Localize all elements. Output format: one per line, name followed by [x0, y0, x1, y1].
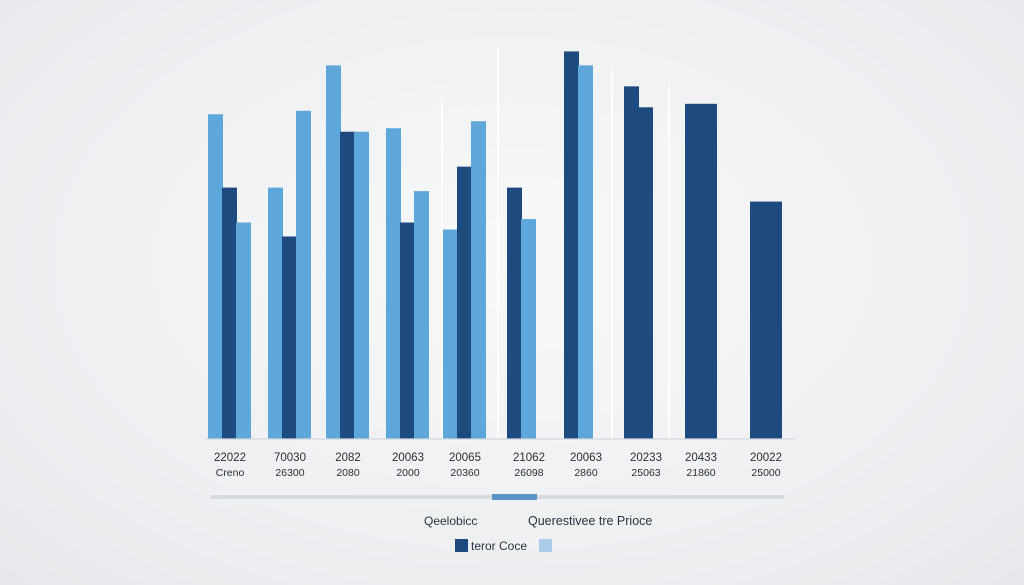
- x-tick-sublabel-5: 26098: [514, 467, 543, 479]
- legend-swatch-dark: [455, 539, 468, 552]
- bar-3-1: [400, 222, 415, 439]
- x-tick-label-2: 2082: [335, 452, 361, 464]
- x-tick-label-3: 20063: [392, 452, 424, 464]
- bar-3-0: [386, 128, 401, 439]
- bar-4-1: [457, 166, 472, 439]
- bar-9-0: [750, 201, 782, 439]
- bars: [208, 51, 782, 440]
- bar-6-1: [578, 65, 593, 440]
- x-tick-sublabel-4: 20360: [450, 467, 479, 479]
- x-tick-sublabel-1: 26300: [275, 467, 304, 479]
- x-tick-sublabel-7: 25063: [631, 467, 660, 479]
- legend-label-right: Querestivee tre Prioce: [528, 514, 652, 528]
- bar-2-1: [340, 131, 355, 439]
- tick-labels: 22022 Creno 70030 26300 2082 2080 20063 2000 200…: [214, 452, 782, 479]
- bar-4-2: [471, 121, 486, 439]
- bar-0-0: [208, 114, 223, 440]
- group-dividers: [441, 48, 670, 439]
- scroll-thumb[interactable]: [492, 494, 537, 500]
- bar-1-2: [296, 110, 311, 440]
- bar-6-0: [564, 51, 579, 440]
- bar-2-0: [326, 65, 341, 440]
- x-tick-label-9: 20022: [750, 452, 782, 464]
- bar-0-2: [236, 222, 251, 439]
- x-tick-label-4: 20065: [449, 452, 481, 464]
- x-tick-label-1: 70030: [274, 452, 306, 464]
- bar-1-0: [268, 187, 283, 439]
- legend-label-left: Qeelobicc: [424, 514, 477, 528]
- x-tick-sublabel-6: 2860: [574, 467, 598, 479]
- bar-1-1: [282, 236, 297, 439]
- bar-5-0: [507, 187, 522, 439]
- x-tick-label-6: 20063: [570, 452, 602, 464]
- x-tick-label-7: 20233: [630, 452, 662, 464]
- bar-7-1: [638, 107, 653, 440]
- x-tick-sublabel-0: Creno: [216, 467, 245, 479]
- x-tick-label-8: 20433: [685, 452, 717, 464]
- bar-8-0: [685, 103, 717, 440]
- bar-7-0: [624, 86, 639, 439]
- x-tick-sublabel-8: 21860: [686, 467, 715, 479]
- x-tick-sublabel-9: 25000: [751, 467, 780, 479]
- legend-item-dark-label: teror Coce: [471, 539, 527, 553]
- bar-2-2: [354, 131, 369, 439]
- legend-swatch-light: [539, 539, 552, 552]
- bar-0-1: [222, 187, 237, 439]
- x-tick-label-0: 22022: [214, 452, 246, 464]
- bar-5-1: [521, 219, 536, 439]
- x-tick-label-5: 21062: [513, 452, 545, 464]
- bar-3-2: [414, 191, 429, 439]
- x-tick-sublabel-2: 2080: [336, 467, 360, 479]
- x-tick-sublabel-3: 2000: [396, 467, 420, 479]
- bar-4-0: [443, 229, 458, 439]
